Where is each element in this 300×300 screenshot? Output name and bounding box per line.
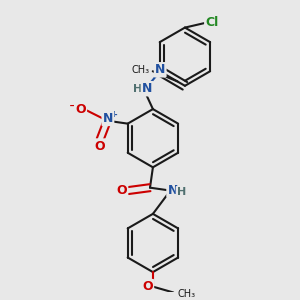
Text: O: O <box>142 280 153 293</box>
Text: N: N <box>142 82 152 95</box>
Text: H: H <box>177 187 186 197</box>
Text: H: H <box>177 187 186 197</box>
Text: +: + <box>110 110 117 119</box>
Text: O: O <box>116 184 127 196</box>
Text: CH₃: CH₃ <box>177 289 195 299</box>
Text: Cl: Cl <box>206 16 219 29</box>
Text: O: O <box>142 280 153 293</box>
Text: N: N <box>155 63 165 76</box>
Text: O: O <box>75 103 86 116</box>
Text: −: − <box>69 101 79 111</box>
Text: N: N <box>167 184 178 196</box>
Text: O: O <box>95 140 105 152</box>
Text: O: O <box>95 140 105 152</box>
Text: O: O <box>116 184 127 196</box>
Text: H: H <box>133 84 142 94</box>
Text: H: H <box>133 84 142 94</box>
Text: CH₃: CH₃ <box>131 65 150 75</box>
Text: CH₃: CH₃ <box>131 65 150 75</box>
Text: N: N <box>167 184 178 196</box>
Text: N: N <box>142 82 152 95</box>
Text: Cl: Cl <box>206 16 219 29</box>
Text: N: N <box>103 112 113 125</box>
Text: N: N <box>155 63 165 76</box>
Text: N: N <box>103 112 113 125</box>
Text: CH₃: CH₃ <box>177 289 195 299</box>
Text: O: O <box>75 103 86 116</box>
